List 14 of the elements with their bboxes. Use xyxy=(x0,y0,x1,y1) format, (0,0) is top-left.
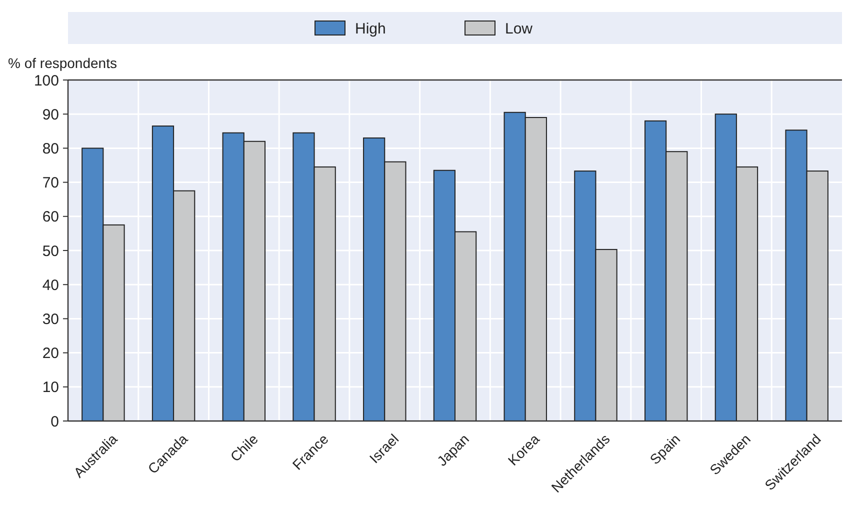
y-tick-label: 40 xyxy=(42,276,59,294)
y-tick-label: 80 xyxy=(42,140,59,158)
y-tick-label: 10 xyxy=(42,379,59,396)
legend-label: High xyxy=(355,20,386,38)
y-axis-title: % of respondents xyxy=(8,55,117,71)
y-tick-label: 20 xyxy=(42,345,59,362)
y-tick-label: 100 xyxy=(34,72,59,90)
legend-label: Low xyxy=(505,20,533,38)
y-tick-label: 70 xyxy=(42,174,59,192)
y-tick-label: 60 xyxy=(42,208,59,226)
y-tick-label: 0 xyxy=(50,413,59,430)
y-tick-label: 50 xyxy=(42,242,59,260)
y-tick-label: 30 xyxy=(42,310,59,328)
y-tick-label: 90 xyxy=(42,106,59,124)
